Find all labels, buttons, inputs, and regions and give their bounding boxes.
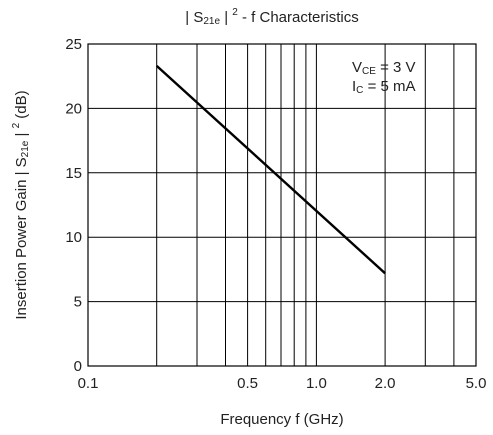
x-tick-label: 0.5 bbox=[237, 375, 258, 392]
y-axis-label: Insertion Power Gain | S21e | 2 (dB) bbox=[11, 90, 31, 319]
y-tick-label: 0 bbox=[74, 358, 82, 375]
x-tick-label: 1.0 bbox=[306, 375, 327, 392]
y-tick-label: 25 bbox=[65, 36, 82, 53]
series-layer bbox=[155, 65, 386, 275]
y-tick-label: 20 bbox=[65, 100, 82, 117]
x-tick-label: 0.1 bbox=[78, 375, 99, 392]
x-axis-label: Frequency f (GHz) bbox=[220, 411, 343, 428]
y-tick-label: 5 bbox=[74, 294, 82, 311]
x-tick-label: 2.0 bbox=[375, 375, 396, 392]
grid-layer bbox=[88, 44, 476, 366]
chart-title: | S21e | 2 - f Characteristics bbox=[185, 7, 358, 27]
series-line bbox=[155, 65, 386, 275]
x-tick-label: 5.0 bbox=[466, 375, 487, 392]
tick-layer: 0.1 0.5 1.0 2.0 5.0 0 5 10 15 20 25 bbox=[65, 36, 486, 392]
y-tick-label: 10 bbox=[65, 229, 82, 246]
y-tick-label: 15 bbox=[65, 165, 82, 182]
annotation-vce: VCE = 3 V bbox=[352, 59, 416, 77]
plot-frame bbox=[87, 43, 477, 367]
annotation-ic: IC = 5 mA bbox=[352, 78, 416, 96]
